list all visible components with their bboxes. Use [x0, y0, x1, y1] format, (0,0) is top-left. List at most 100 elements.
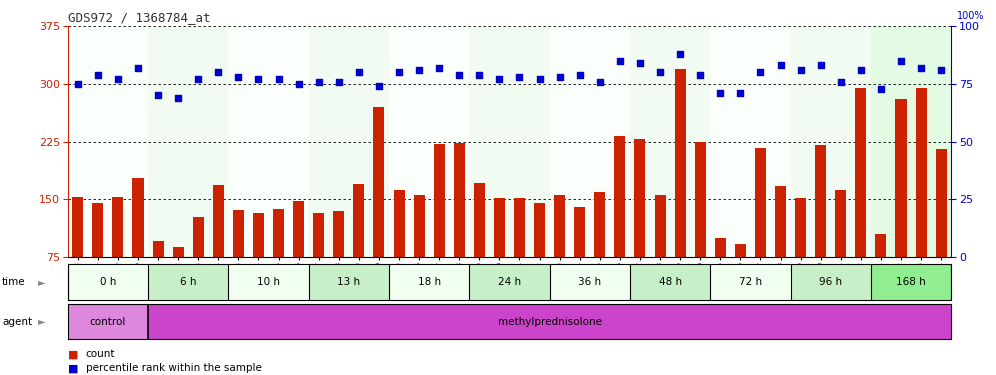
Point: [130, 65, 146, 71]
Point: [351, 69, 367, 75]
Bar: [389, 26, 469, 257]
Bar: [192, 217, 204, 257]
Point: [311, 79, 327, 85]
Bar: [856, 88, 867, 257]
Bar: [73, 197, 84, 257]
Point: [271, 76, 287, 82]
Point: [230, 74, 246, 80]
Text: 10 h: 10 h: [257, 277, 280, 287]
Bar: [575, 207, 586, 257]
Text: 6 h: 6 h: [180, 277, 196, 287]
Bar: [228, 264, 309, 300]
Point: [291, 81, 307, 87]
Point: [712, 90, 728, 96]
Text: ►: ►: [38, 277, 46, 287]
Text: 100%: 100%: [957, 11, 984, 21]
Point: [512, 74, 528, 80]
Point: [913, 65, 929, 71]
Bar: [629, 26, 710, 257]
Point: [592, 79, 608, 85]
Bar: [915, 88, 926, 257]
Bar: [715, 238, 726, 257]
Text: ►: ►: [38, 316, 46, 327]
Point: [732, 90, 748, 96]
Point: [491, 76, 507, 82]
Bar: [93, 203, 104, 257]
Bar: [694, 142, 706, 257]
Bar: [755, 148, 766, 257]
Point: [893, 58, 909, 64]
Point: [672, 51, 688, 57]
Text: 72 h: 72 h: [739, 277, 762, 287]
Text: time: time: [2, 277, 26, 287]
Text: 48 h: 48 h: [658, 277, 681, 287]
Bar: [875, 234, 886, 257]
Bar: [213, 185, 224, 257]
Text: methylprednisolone: methylprednisolone: [498, 316, 602, 327]
Bar: [148, 26, 228, 257]
Point: [532, 76, 548, 82]
Bar: [469, 264, 550, 300]
Bar: [474, 183, 485, 257]
Point: [451, 72, 467, 78]
Point: [110, 76, 125, 82]
Text: percentile rank within the sample: percentile rank within the sample: [86, 363, 262, 373]
Bar: [148, 264, 228, 300]
Bar: [791, 26, 871, 257]
Point: [813, 63, 829, 69]
Point: [90, 72, 106, 78]
Bar: [469, 26, 550, 257]
Text: agent: agent: [2, 316, 32, 327]
Bar: [172, 247, 183, 257]
Bar: [815, 146, 827, 257]
Bar: [413, 195, 424, 257]
Bar: [233, 210, 244, 257]
Point: [70, 81, 86, 87]
Bar: [871, 26, 951, 257]
Text: ■: ■: [68, 363, 82, 373]
Bar: [152, 241, 163, 257]
Point: [572, 72, 588, 78]
Bar: [615, 136, 625, 257]
Bar: [293, 201, 304, 257]
Point: [331, 79, 347, 85]
Bar: [935, 149, 946, 257]
Bar: [309, 264, 389, 300]
Point: [391, 69, 407, 75]
Point: [612, 58, 627, 64]
Point: [652, 69, 668, 75]
Text: 96 h: 96 h: [819, 277, 843, 287]
Bar: [68, 264, 148, 300]
Bar: [735, 244, 746, 257]
Bar: [710, 264, 791, 300]
Bar: [253, 213, 264, 257]
Bar: [550, 264, 629, 300]
Text: 13 h: 13 h: [338, 277, 361, 287]
Point: [773, 63, 789, 69]
Text: 0 h: 0 h: [100, 277, 117, 287]
Point: [210, 69, 226, 75]
Text: 18 h: 18 h: [417, 277, 440, 287]
Point: [632, 60, 648, 66]
Text: 36 h: 36 h: [579, 277, 602, 287]
Bar: [836, 190, 847, 257]
Bar: [313, 213, 325, 257]
Bar: [775, 186, 786, 257]
Bar: [494, 198, 505, 257]
Bar: [68, 304, 148, 339]
Bar: [354, 184, 365, 257]
Point: [371, 83, 386, 89]
Point: [411, 67, 427, 73]
Bar: [228, 26, 309, 257]
Bar: [68, 26, 148, 257]
Bar: [389, 264, 469, 300]
Point: [471, 72, 487, 78]
Text: ■: ■: [68, 350, 82, 359]
Text: count: count: [86, 350, 116, 359]
Point: [431, 65, 447, 71]
Point: [793, 67, 809, 73]
Point: [251, 76, 267, 82]
Bar: [309, 26, 389, 257]
Bar: [895, 99, 906, 257]
Point: [872, 86, 888, 92]
